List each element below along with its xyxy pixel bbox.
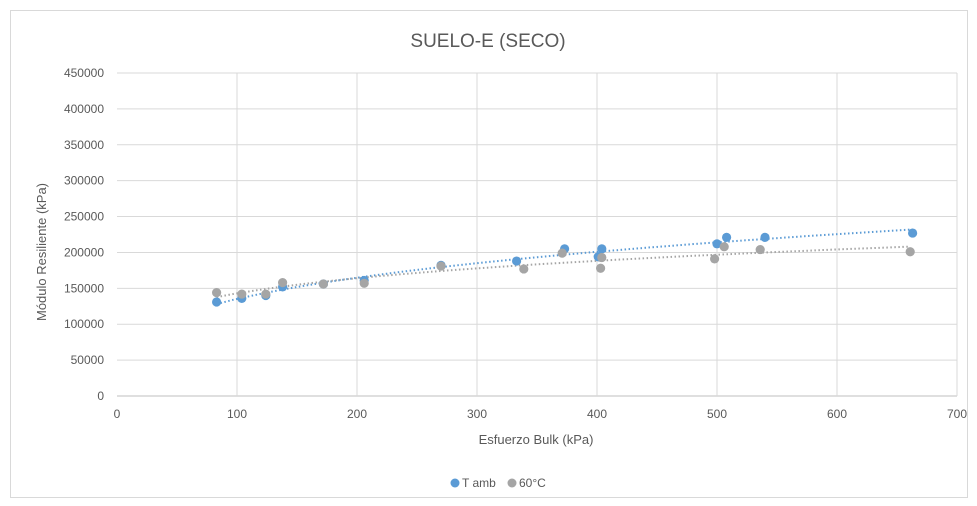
legend-marker — [450, 478, 460, 488]
chart-frame — [10, 10, 968, 498]
legend-label: T amb — [462, 476, 496, 490]
data-point — [719, 242, 729, 252]
data-point — [760, 232, 770, 242]
y-tick-labels: 0 50000 100000 150000 200000 250000 300000 3500… — [64, 66, 104, 403]
trendline — [216, 245, 911, 299]
y-tick-label: 200000 — [64, 245, 104, 259]
y-tick-label: 150000 — [64, 281, 104, 295]
x-tick-label: 400 — [587, 407, 607, 421]
trendline — [216, 228, 913, 305]
data-point — [519, 264, 529, 274]
data-point — [359, 278, 369, 288]
data-point — [278, 277, 288, 288]
y-tick-label: 250000 — [64, 210, 104, 224]
data-point — [597, 252, 607, 263]
data-point — [905, 247, 915, 257]
y-tick-label: 0 — [97, 389, 104, 403]
legend-marker — [507, 478, 517, 488]
data-point — [436, 261, 446, 271]
data-point — [722, 232, 732, 242]
data-point — [261, 289, 271, 299]
data-point — [710, 254, 720, 264]
y-tick-label: 50000 — [71, 353, 105, 367]
grid — [117, 72, 958, 397]
data-point — [212, 297, 222, 307]
data-point — [597, 244, 607, 254]
data-point — [212, 288, 222, 298]
data-point — [596, 263, 606, 273]
data-point — [755, 244, 765, 255]
x-tick-labels: 0 100 200 300 400 500 600 700 — [114, 407, 968, 421]
y-tick-label: 300000 — [64, 174, 104, 188]
legend-label: 60°C — [519, 476, 546, 490]
y-tick-label: 350000 — [64, 138, 104, 152]
data-point — [237, 289, 247, 299]
x-tick-label: 700 — [947, 407, 967, 421]
x-tick-label: 300 — [467, 407, 487, 421]
data-point — [557, 248, 567, 258]
x-tick-label: 500 — [707, 407, 727, 421]
data-point — [511, 256, 522, 266]
data-points — [212, 228, 918, 307]
x-axis-label: Esfuerzo Bulk (kPa) — [479, 432, 594, 447]
y-tick-label: 450000 — [64, 66, 104, 80]
y-tick-label: 100000 — [64, 317, 104, 331]
trendlines — [216, 228, 913, 305]
data-point — [318, 279, 328, 289]
y-tick-label: 400000 — [64, 102, 104, 116]
x-tick-label: 0 — [114, 407, 121, 421]
legend: T amb 60°C — [450, 476, 546, 490]
x-tick-label: 100 — [227, 407, 247, 421]
data-point — [712, 239, 722, 249]
x-tick-label: 200 — [347, 407, 367, 421]
x-tick-label: 600 — [827, 407, 847, 421]
chart-title: SUELO-E (SECO) — [410, 31, 565, 52]
y-axis-label: Módulo Resiliente (kPa) — [34, 183, 49, 321]
data-point — [908, 228, 918, 238]
